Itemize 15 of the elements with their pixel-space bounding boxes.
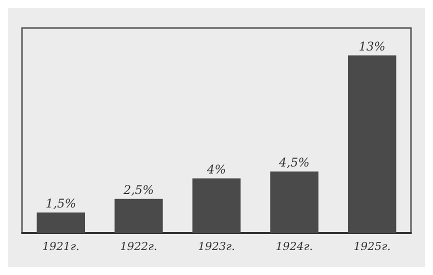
- bar: [270, 172, 318, 233]
- data-label: 4,5%: [278, 156, 310, 170]
- bar: [348, 55, 396, 233]
- x-tick-label: 1921г.: [42, 240, 80, 253]
- bar: [114, 198, 163, 233]
- data-label: 13%: [358, 39, 386, 54]
- bar: [36, 212, 86, 233]
- x-tick-label: 1922г.: [120, 240, 158, 253]
- data-label: 4%: [206, 162, 226, 176]
- data-label: 2,5%: [122, 182, 154, 197]
- data-label: 1,5%: [46, 196, 76, 210]
- x-tick-label: 1925г.: [354, 240, 391, 253]
- bar: [192, 178, 241, 233]
- x-tick-label: 1924г.: [276, 240, 313, 253]
- x-tick-label: 1923г.: [198, 240, 236, 253]
